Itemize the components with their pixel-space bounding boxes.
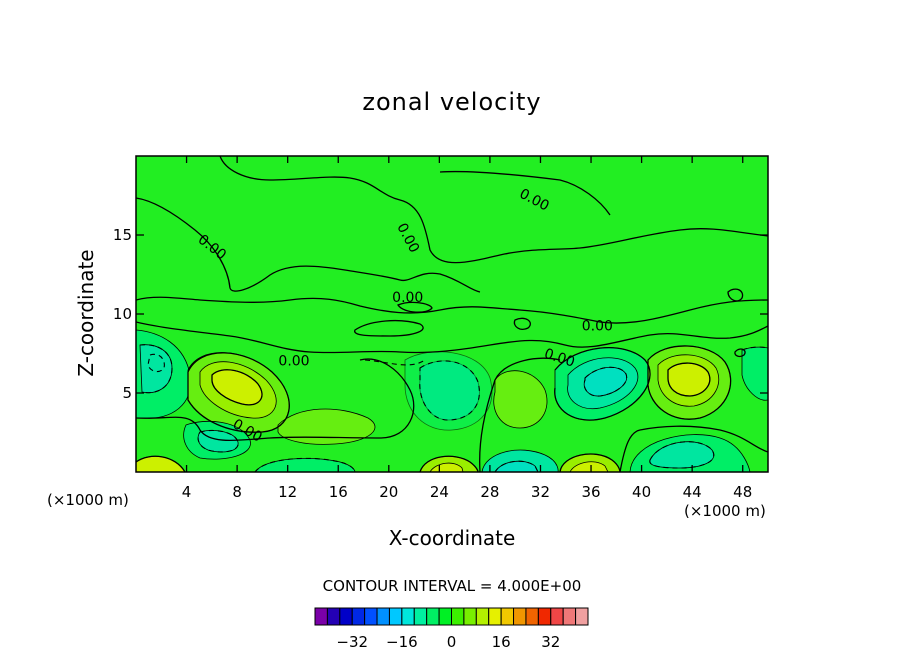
contour-line xyxy=(397,301,433,313)
chart-title: zonal velocity xyxy=(362,88,542,116)
negative-contour-lines xyxy=(139,344,768,472)
colorbar-swatch xyxy=(562,607,577,626)
colorbar-swatch xyxy=(364,607,378,626)
colorbar-swatch xyxy=(463,607,477,626)
x-tick-label: 24 xyxy=(430,483,449,501)
contour-label: 0.00 xyxy=(278,353,309,369)
x-tick-label: 4 xyxy=(182,483,192,501)
colorbar-swatch xyxy=(525,607,539,626)
contour-line xyxy=(419,455,479,472)
x-tick-label: 44 xyxy=(683,483,702,501)
colorbar-swatch xyxy=(413,607,428,626)
colorbar-tick-label: −32 xyxy=(336,633,368,651)
colorbar-swatch xyxy=(426,607,440,626)
colorbar-swatch xyxy=(326,607,341,626)
contour-line xyxy=(727,288,744,302)
contour-line xyxy=(734,348,746,358)
contour-line xyxy=(187,352,290,433)
contour-line xyxy=(554,347,651,421)
colorbar-tick-label: −16 xyxy=(386,633,418,651)
contour-lines xyxy=(136,156,768,472)
contour-interval-text: CONTOUR INTERVAL = 4.000E+00 xyxy=(322,577,582,595)
x-tick-label: 28 xyxy=(480,483,499,501)
dashed-contour-line xyxy=(197,429,239,453)
y-tick-label: 5 xyxy=(122,384,132,402)
colorbar-swatch xyxy=(475,607,490,626)
x-tick-label: 16 xyxy=(329,483,348,501)
contour-line xyxy=(219,156,768,264)
contour-line xyxy=(211,369,263,406)
colorbar-tick-label: 32 xyxy=(541,633,560,651)
colorbar-swatch xyxy=(351,607,366,626)
colorbar-swatch xyxy=(339,607,353,626)
colorbar-tick-label: 0 xyxy=(447,633,457,651)
contour-line xyxy=(667,362,711,397)
colorbar-tick-label: 16 xyxy=(492,633,511,651)
contour-line xyxy=(136,197,481,293)
x-unit-left: (×1000 m) xyxy=(47,491,129,509)
dashed-contour-line xyxy=(741,346,768,351)
contour-line xyxy=(354,320,424,337)
colorbar-swatch xyxy=(537,607,552,626)
contour-label: 0.00 xyxy=(582,319,613,335)
dashed-contour-line xyxy=(419,360,480,421)
dashed-contour-line xyxy=(583,366,628,397)
colorbar-swatch xyxy=(376,607,390,626)
colorbar-swatch xyxy=(513,607,527,626)
colorbar-swatch xyxy=(575,607,589,626)
contour-line xyxy=(439,170,611,216)
region-pos-bottom-24-core xyxy=(429,462,464,472)
x-tick-label: 48 xyxy=(733,483,752,501)
contour-line xyxy=(513,317,531,330)
y-tick-label: 10 xyxy=(113,305,132,323)
colorbar-swatch xyxy=(500,607,515,626)
dashed-contour-line xyxy=(494,460,539,472)
colorbar-swatch xyxy=(438,607,453,626)
x-axis-label: X-coordinate xyxy=(388,526,516,550)
contour-label: 0.00 xyxy=(392,290,423,306)
dashed-contour-line xyxy=(649,441,715,469)
y-tick-label: 15 xyxy=(113,226,132,244)
x-tick-label: 40 xyxy=(632,483,651,501)
colorbar-swatch xyxy=(314,607,328,626)
x-tick-label: 12 xyxy=(278,483,297,501)
colorbar: −32 −16 0 16 32 xyxy=(314,607,589,651)
x-tick-label: 20 xyxy=(379,483,398,501)
contour-line xyxy=(136,455,186,472)
colorbar-swatch xyxy=(401,607,415,626)
x-tick-label: 32 xyxy=(531,483,550,501)
contour-line xyxy=(136,321,768,354)
region-pos-bottom-36-core xyxy=(569,461,609,472)
contour-line xyxy=(619,425,768,472)
x-unit-right: (×1000 m) xyxy=(684,502,766,520)
contour-line xyxy=(136,358,415,442)
region-pos-30 xyxy=(493,370,548,429)
contour-line xyxy=(479,357,561,472)
colorbar-swatch xyxy=(550,607,564,626)
dashed-contour-line xyxy=(147,353,165,373)
dashed-contour-line xyxy=(364,359,426,366)
contour-field xyxy=(136,156,768,472)
contour-line xyxy=(647,345,732,420)
colorbar-swatch xyxy=(388,607,403,626)
colorbar-swatch xyxy=(488,607,502,626)
region-pos-14 xyxy=(277,408,376,445)
x-tick-label: 8 xyxy=(232,483,242,501)
colorbar-swatch xyxy=(451,607,465,626)
contour-line xyxy=(136,296,768,324)
x-tick-label: 36 xyxy=(581,483,600,501)
region-neg-24-edge xyxy=(404,351,493,431)
